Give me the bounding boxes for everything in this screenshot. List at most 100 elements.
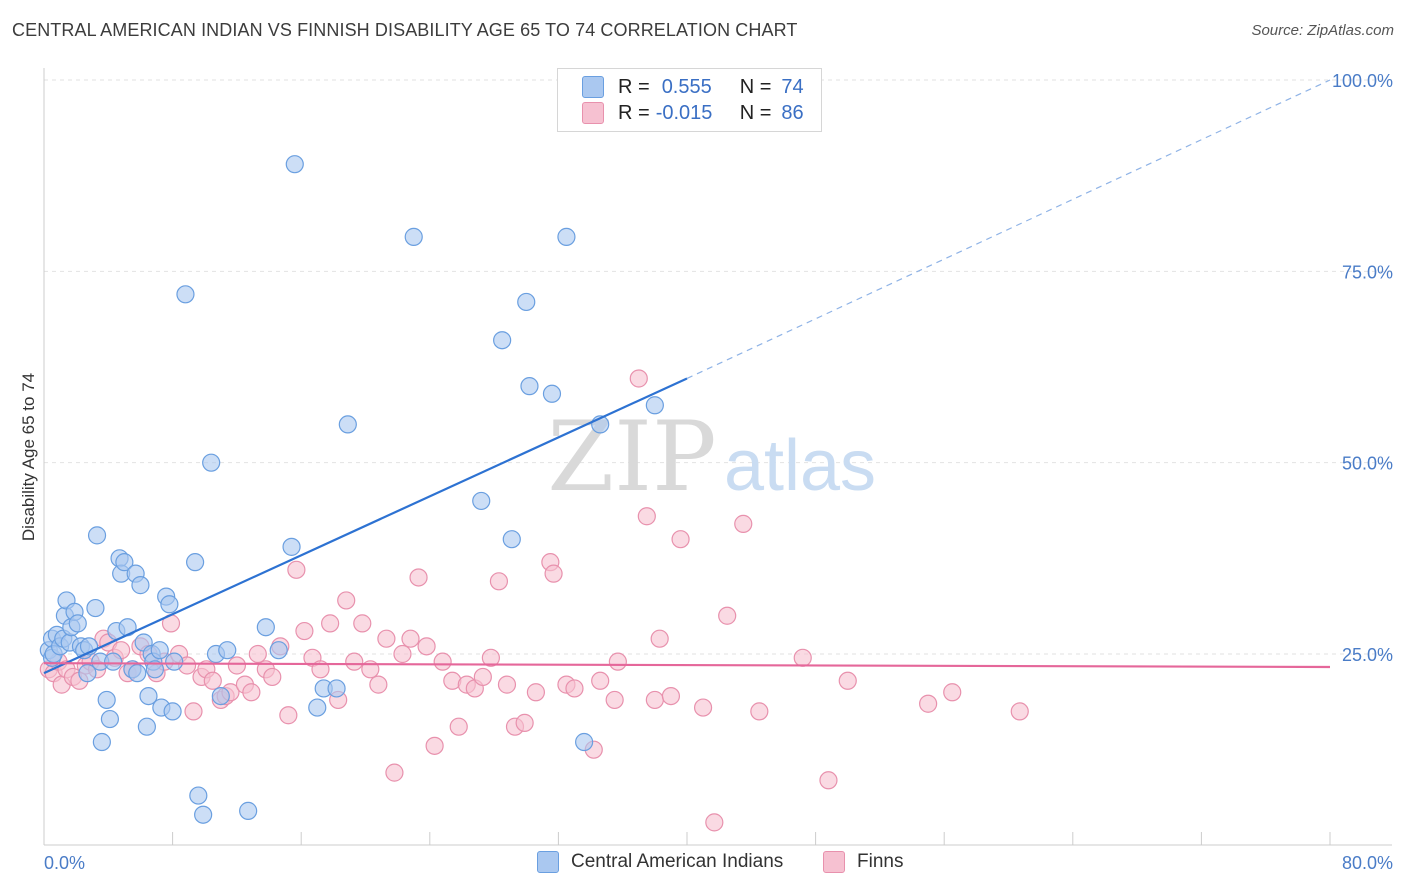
point-central-american-indians	[575, 732, 594, 752]
point-finns	[353, 614, 372, 633]
point-central-american-indians	[186, 553, 205, 572]
point-central-american-indians	[502, 530, 521, 549]
point-finns	[337, 591, 356, 610]
y-tick-label: 100.0%	[1332, 71, 1393, 91]
trend-lines	[43, 79, 1331, 675]
point-finns	[449, 717, 468, 736]
point-finns	[591, 671, 610, 690]
point-finns	[650, 629, 669, 648]
point-central-american-indians	[338, 415, 357, 434]
legend-r-label: R =	[618, 75, 650, 98]
legend: R = 0.555 N = 74 R = -0.015 N = 86	[557, 68, 822, 132]
point-central-american-indians	[472, 491, 491, 511]
watermark-atlas: atlas	[724, 426, 876, 506]
axes	[43, 68, 1392, 846]
point-central-american-indians	[211, 686, 230, 706]
chart-title: CENTRAL AMERICAN INDIAN VS FINNISH DISAB…	[12, 20, 798, 40]
legend-r-value: 0.555	[661, 75, 712, 98]
point-central-american-indians	[165, 652, 184, 671]
point-central-american-indians	[189, 786, 208, 805]
point-central-american-indians	[256, 618, 275, 637]
point-finns	[637, 507, 656, 526]
point-finns	[819, 771, 838, 790]
point-finns	[629, 369, 648, 388]
x-tick-label: 80.0%	[1342, 853, 1393, 873]
point-central-american-indians	[557, 227, 576, 246]
trend-line-finns	[43, 662, 1331, 669]
legend-n-value: 86	[781, 101, 804, 124]
point-finns	[793, 648, 812, 667]
point-central-american-indians	[163, 702, 182, 721]
legend-swatch-blue	[582, 76, 604, 98]
y-tick-label: 50.0%	[1342, 454, 1393, 474]
point-finns	[385, 763, 404, 782]
point-finns	[321, 614, 340, 633]
point-finns	[526, 683, 545, 702]
finns-points	[39, 369, 1029, 832]
legend-row-finns: R = -0.015 N = 86	[582, 100, 804, 126]
point-central-american-indians	[239, 801, 258, 820]
legend-n-label: N =	[739, 101, 772, 124]
point-central-american-indians	[131, 576, 150, 595]
trend-line-central-american-indians	[43, 377, 688, 675]
point-central-american-indians	[145, 660, 165, 679]
point-finns	[203, 671, 222, 690]
point-central-american-indians	[202, 453, 221, 472]
point-finns	[838, 671, 857, 690]
legend-n-label: N =	[739, 75, 772, 98]
point-finns	[1010, 702, 1029, 721]
point-central-american-indians	[92, 732, 111, 752]
y-tick-label: 25.0%	[1342, 645, 1393, 665]
point-central-american-indians	[404, 227, 423, 246]
point-finns	[489, 572, 509, 591]
point-central-american-indians	[160, 595, 179, 614]
point-finns	[227, 656, 246, 675]
point-central-american-indians	[285, 155, 304, 174]
bottom-legend-swatch-blue	[537, 851, 559, 873]
bottom-legend-label: Central American Indians	[571, 851, 784, 872]
bottom-legend-swatch-pink	[823, 851, 845, 873]
point-central-american-indians	[68, 614, 87, 633]
bottom-legend-finns: Finns	[823, 851, 903, 873]
central-american-indians-points	[39, 155, 664, 824]
point-finns	[919, 694, 938, 713]
point-finns	[565, 679, 584, 698]
point-finns	[705, 813, 724, 832]
point-central-american-indians	[176, 285, 195, 304]
legend-row-central-american-indians: R = 0.555 N = 74	[582, 74, 804, 100]
point-central-american-indians	[104, 652, 123, 671]
point-finns	[661, 686, 681, 706]
point-finns	[377, 629, 396, 648]
point-finns	[718, 606, 737, 625]
watermark-zip: ZIP	[547, 401, 716, 513]
point-central-american-indians	[517, 292, 536, 312]
point-finns	[515, 713, 534, 732]
point-central-american-indians	[327, 679, 346, 698]
point-finns	[497, 675, 517, 694]
point-finns	[425, 736, 444, 755]
point-finns	[734, 514, 753, 533]
point-finns	[248, 644, 267, 664]
point-central-american-indians	[269, 641, 288, 660]
point-finns	[401, 629, 420, 648]
point-central-american-indians	[128, 664, 147, 683]
point-finns	[287, 560, 306, 579]
point-finns	[369, 675, 388, 694]
tick-labels: 25.0% 50.0% 75.0% 100.0% 0.0% 80.0%	[44, 71, 1393, 873]
point-finns	[671, 530, 690, 549]
point-finns	[409, 568, 428, 587]
point-finns	[279, 706, 298, 725]
point-central-american-indians	[97, 690, 116, 710]
legend-r-label: R =	[618, 101, 650, 124]
point-central-american-indians	[218, 641, 237, 660]
point-central-american-indians	[115, 553, 134, 572]
point-central-american-indians	[194, 805, 213, 824]
point-finns	[605, 690, 624, 710]
point-finns	[608, 652, 627, 671]
legend-n-value: 74	[781, 75, 804, 98]
bottom-legend-label: Finns	[857, 851, 904, 872]
legend-swatch-pink	[582, 102, 604, 124]
point-central-american-indians	[493, 331, 512, 350]
point-finns	[393, 644, 412, 664]
